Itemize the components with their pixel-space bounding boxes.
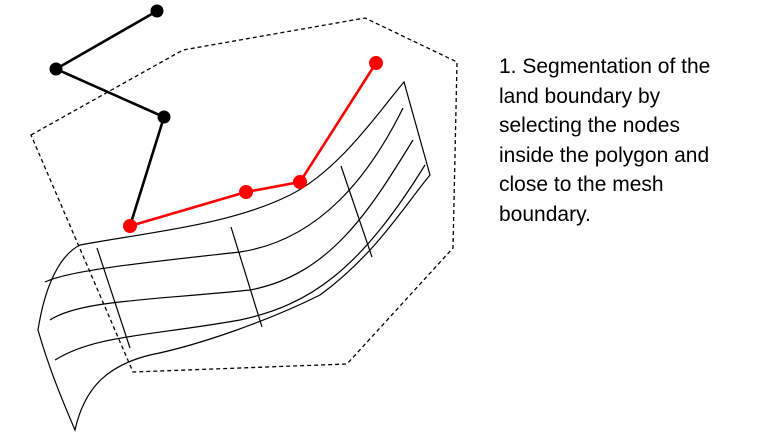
mesh-line-3 <box>54 164 426 361</box>
selected-node <box>293 175 307 189</box>
selected-node <box>123 219 137 233</box>
selected-segment-line <box>129 62 378 228</box>
land-node <box>150 4 164 18</box>
land-boundary <box>49 4 171 227</box>
land-node <box>157 110 171 124</box>
mesh-line-1 <box>44 107 404 283</box>
selection-polygon <box>30 17 458 373</box>
curvilinear-mesh <box>37 80 431 432</box>
mesh-boundary <box>37 80 431 432</box>
step-caption: 1. Segmentation of the land boundary by … <box>499 55 711 226</box>
land-node <box>49 62 63 76</box>
mesh-cross-3 <box>340 165 373 258</box>
mesh-cross-1 <box>96 247 131 349</box>
land-boundary-line <box>53 9 166 227</box>
selected-node <box>369 56 383 70</box>
mesh-cross-2 <box>230 226 263 328</box>
selected-node <box>239 185 253 199</box>
selected-segment <box>123 56 383 233</box>
